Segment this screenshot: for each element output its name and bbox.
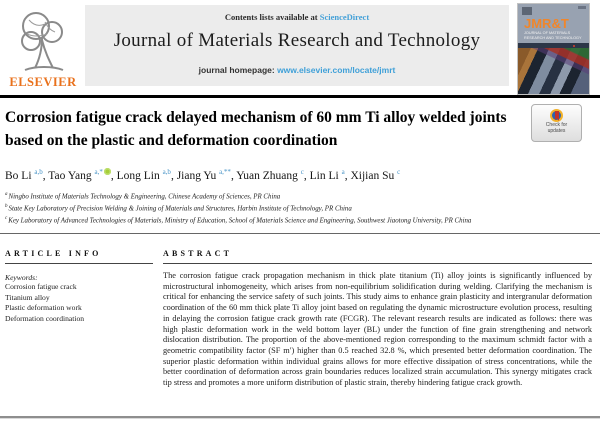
abstract-section: ABSTRACT The corrosion fatigue crack pro… [163,249,592,389]
header-divider [0,95,600,98]
author: Long Lin a,b, [116,168,177,182]
author-affil-sup[interactable]: a,** [219,168,231,177]
contents-line: Contents lists available at ScienceDirec… [85,5,509,22]
article-title-line1: Corrosion fatigue crack delayed mechanis… [5,109,507,126]
keyword: Deformation coordination [5,313,85,323]
keywords-label: Keywords: [5,273,38,282]
author-list: Bo Li a,b, Tao Yang a,*, Long Lin a,b, J… [5,168,565,182]
author-affil-sup[interactable]: a,b [34,168,43,177]
cover-band-dot-icon [572,44,575,47]
crossmark-icon [550,109,563,122]
journal-header-box: Contents lists available at ScienceDirec… [85,5,509,86]
contents-line-prefix: Contents lists available at [224,12,320,22]
cover-journal-subtitle: JOURNAL OF MATERIALS RESEARCH AND TECHNO… [524,31,582,40]
elsevier-tree-icon [21,12,64,71]
author: Xijian Su c [350,168,401,182]
affiliation: aNingbo Institute of Materials Technolog… [5,192,281,201]
check-for-updates-badge[interactable]: Check for updates [531,104,582,142]
author: Bo Li a,b, [5,168,49,182]
cover-band [518,43,589,48]
cover-issn-mark [578,6,586,9]
affiliation: cKey Laboratory of Advanced Technologies… [5,215,472,225]
article-info-rule [5,263,153,264]
author-affil-sup[interactable]: c [397,168,401,177]
article-info-heading: ARTICLE INFO [5,249,102,258]
author: Lin Li a, [309,168,351,182]
journal-title: Journal of Materials Research and Techno… [113,30,481,51]
keyword: Titanium alloy [5,292,50,302]
keyword: Corrosion fatigue crack [5,282,77,291]
keyword: Plastic deformation work [5,303,82,312]
affiliation: bState Key Laboratory of Precision Weldi… [5,203,352,213]
abstract-text: The corrosion fatigue crack propagation … [163,271,592,388]
abstract-heading: ABSTRACT [163,249,233,258]
affiliation-list: aNingbo Institute of Materials Technolog… [5,190,585,226]
check-for-updates-label: Check for updates [545,122,568,134]
article-title-line2: based on the plastic and deformation coo… [5,132,338,149]
homepage-prefix: journal homepage: [198,65,278,75]
page-bottom-divider [0,416,600,419]
cover-micrograph-image [518,48,589,94]
author-affil-sup[interactable]: c [300,168,304,177]
elsevier-wordmark: ELSEVIER [9,75,77,89]
homepage-line: journal homepage: www.elsevier.com/locat… [85,65,509,75]
abstract-rule [163,263,592,264]
author: Jiang Yu a,**, [176,168,237,182]
article-info-section: ARTICLE INFO Keywords: Corrosion fatigue… [5,249,153,324]
journal-cover-thumbnail[interactable]: JMR&T JOURNAL OF MATERIALS RESEARCH AND … [517,3,590,95]
author-affil-sup[interactable]: a,b [162,168,171,177]
cover-journal-abbrev: JMR&T [524,16,569,31]
elsevier-logo: ELSEVIER [6,8,80,92]
author-affil-sup[interactable]: a,* [94,168,103,177]
sciencedirect-link[interactable]: ScienceDirect [319,12,370,22]
author-affil-sup[interactable]: a [341,168,345,177]
author: Tao Yang a,*, [48,168,117,182]
orcid-icon[interactable] [103,168,111,175]
author: Yuan Zhuang c, [236,168,310,182]
article-title: Corrosion fatigue crack delayed mechanis… [5,106,530,152]
homepage-link[interactable]: www.elsevier.com/locate/jmrt [277,65,396,75]
cover-publisher-mark [522,7,532,15]
metadata-divider [0,233,600,234]
